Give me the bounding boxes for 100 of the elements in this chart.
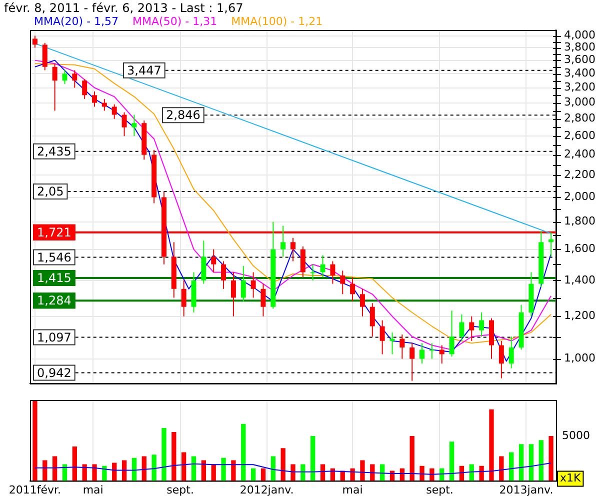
text: MMA(100) - 1,21 [231,14,323,28]
candlestick [280,225,286,258]
bar [528,444,534,481]
candlestick [439,344,444,364]
x-tick-label: 2011févr. [8,483,62,496]
y-tick-label: 3,600 [564,53,596,66]
bar [102,466,107,481]
bar [132,458,137,481]
text: x1K [560,472,582,485]
candlestick [201,240,206,284]
candlestick [429,342,434,360]
bar [260,468,266,481]
candlestick [132,114,137,137]
bar [162,428,166,481]
bar [211,464,216,481]
candlestick [498,340,504,379]
x-tick-label: sept. [166,483,194,496]
candlestick [479,312,484,338]
text: MMA(50) - 1,31 [132,14,218,28]
candlestick [310,264,316,281]
y-tick-label: 2,600 [564,129,596,142]
y-tick-label: 3,000 [564,96,596,109]
bar [172,432,176,481]
y-tick-label: 2,800 [564,112,596,125]
ref-line-label: 2,05 [37,184,64,199]
candlestick [102,98,107,112]
candlestick [112,104,117,120]
candlestick [260,283,266,317]
candlestick [449,310,454,358]
bar [518,444,524,481]
candlestick [250,272,256,298]
candlestick [508,336,514,369]
bar [250,468,256,481]
bar [360,460,365,481]
bar [430,468,434,481]
y-tick-label: 1,200 [564,309,596,322]
y-tick-label: 1,000 [564,352,596,365]
ref-line-label: 1,284 [37,294,72,308]
candlestick [62,70,68,85]
bar [310,436,316,481]
bar [72,446,77,481]
candlestick [32,35,38,48]
ref-line-label: 1,546 [37,250,72,264]
text: MMA(20) - 1,57 [34,14,119,28]
chart-title: févr. 8, 2011 - févr. 6, 2013 - Last : 1,67 [4,1,244,15]
candlestick [230,272,236,317]
candlestick [400,334,405,360]
bar [499,456,504,481]
bar [300,464,306,481]
candlestick [300,246,306,278]
candlestick [410,342,415,382]
candlestick [52,63,58,112]
bar [221,458,226,481]
bar [152,454,156,481]
bar [182,452,186,481]
x-tick-label: 2012janv. [240,483,294,496]
y-tick-label: 2,400 [564,148,596,161]
bar [509,452,514,481]
bar [280,448,286,481]
candlestick [72,70,78,88]
candlestick [360,288,365,317]
x-tick-label: mai [342,483,363,496]
bar [241,424,246,481]
x-tick-label: 2013janv. [499,483,554,496]
bar [191,456,196,481]
candlestick [181,280,186,317]
bar [290,464,296,481]
y-tick-label: 2,000 [564,190,596,204]
text: 5000 [562,429,590,442]
bar [112,462,117,481]
y-tick-label: 1,400 [564,273,596,286]
bar [479,466,484,481]
bar [350,468,355,481]
ref-line-label: 3,447 [127,64,162,78]
candlestick [350,276,356,302]
y-tick-label: 2,200 [564,168,596,181]
bar [270,456,276,481]
candlestick [211,248,216,273]
candlestick [122,112,127,137]
candlestick [330,260,336,284]
bar [538,440,544,481]
candlestick [420,342,425,364]
candlestick [92,90,98,108]
candlestick [320,254,326,278]
y-tick-label: 1,600 [564,242,596,256]
bar [142,456,146,481]
y-tick-label: 3,200 [564,80,596,94]
candlestick [469,316,474,342]
bar [52,456,58,481]
candlestick [390,332,395,355]
ref-line-label: 2,435 [37,144,72,159]
y-tick-label: 4,000 [564,28,596,42]
bar [449,442,454,481]
x-tick-label: sept. [426,483,454,496]
ref-line-label: 1,721 [37,225,72,240]
ref-line-label: 2,846 [166,108,200,122]
candlestick [221,260,226,290]
bar [410,436,414,481]
ref-line-label: 1,415 [37,271,72,286]
bar [420,466,424,481]
